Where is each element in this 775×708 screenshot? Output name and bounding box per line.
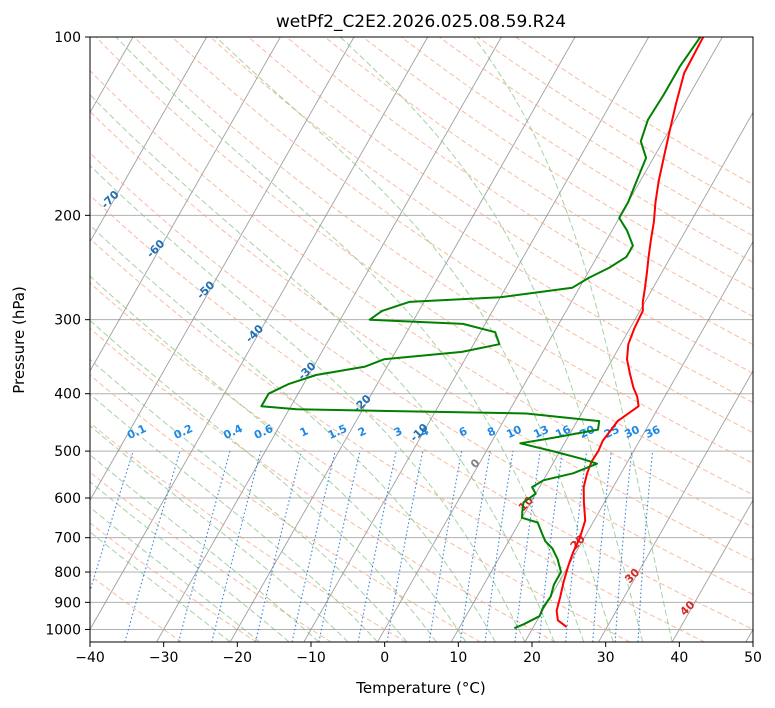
- moist-adiabat-line: [90, 531, 231, 642]
- y-tick-label: 800: [54, 565, 81, 581]
- x-tick-label: 20: [523, 650, 541, 666]
- chart-title: wetPf2_C2E2.2026.025.08.59.R24: [276, 12, 566, 32]
- mixing-ratio-line: [484, 451, 514, 642]
- y-tick-label: 300: [54, 313, 81, 329]
- isotherm-line: [0, 37, 59, 642]
- isotherm-line: [90, 37, 429, 631]
- isotherm-line: [377, 37, 723, 642]
- x-tick-label: −10: [296, 650, 326, 666]
- isotherm-line: [598, 370, 753, 642]
- mixing-ratio-label: 10: [504, 423, 524, 441]
- mixing-ratio-label: 30: [622, 423, 642, 441]
- dry-adiabat-line: [171, 37, 753, 434]
- isotherm-label: -80: [50, 144, 73, 167]
- x-tick-label: −30: [149, 650, 179, 666]
- dry-adiabat-line: [90, 152, 753, 595]
- isotherm-line: [90, 37, 281, 372]
- moist-adiabat-line: [339, 37, 644, 642]
- x-tick-label: 40: [670, 650, 688, 666]
- y-axis-label: Pressure (hPa): [10, 286, 28, 394]
- moist-adiabat-line: [90, 506, 260, 642]
- mixing-ratio-line: [255, 450, 303, 642]
- mixing-ratio-line: [614, 451, 633, 642]
- moist-adiabat-line: [90, 358, 408, 642]
- mixing-ratio-line: [178, 450, 231, 642]
- mixing-ratio-line: [211, 450, 262, 642]
- x-tick-label: 50: [744, 650, 762, 666]
- dry-adiabat-line: [90, 194, 753, 630]
- dry-adiabat-line: [90, 110, 753, 561]
- dry-adiabat-line: [90, 282, 631, 642]
- mixing-ratio-label: 36: [643, 423, 663, 441]
- y-tick-label: 100: [54, 30, 81, 46]
- dry-adiabat-line: [362, 37, 753, 290]
- dewpoint-profile-line: [260, 37, 702, 630]
- isotherm-line: [524, 240, 753, 642]
- dry-adiabat-line: [90, 422, 407, 642]
- dry-adiabat-line: [286, 37, 753, 346]
- moist-adiabat-line: [90, 164, 526, 642]
- mixing-ratio-line: [124, 450, 181, 642]
- dry-adiabat-line: [90, 238, 705, 642]
- dry-adiabat-line: [90, 574, 182, 642]
- plot-background: [90, 37, 753, 642]
- x-tick-label: 0: [380, 650, 389, 666]
- dry-adiabat-line: [95, 37, 753, 496]
- moist-adiabat-line: [215, 37, 614, 642]
- moist-adiabat-line: [115, 37, 585, 642]
- y-tick-label: 900: [54, 595, 81, 611]
- series-layer: [260, 37, 705, 630]
- x-axis-label: Temperature (°C): [355, 679, 485, 697]
- isotherm-label: -90: [1, 100, 24, 123]
- isotherm-line: [90, 37, 208, 243]
- dry-adiabat-line: [324, 37, 753, 318]
- mixing-ratio-line: [318, 450, 361, 642]
- dry-adiabat-line: [248, 37, 753, 374]
- isotherm-line: [229, 37, 576, 642]
- x-tick-label: 30: [597, 650, 615, 666]
- mixing-ratio-line: [291, 450, 336, 642]
- dry-adiabat-line: [133, 37, 753, 464]
- y-axis: 100 200 300 400 500 600 700 800 900 1000: [45, 30, 90, 638]
- dry-adiabat-line: [90, 327, 556, 642]
- y-tick-label: 500: [54, 444, 81, 460]
- x-tick-label: 10: [449, 650, 467, 666]
- moist-adiabat-line: [90, 93, 555, 642]
- y-tick-label: 700: [54, 531, 81, 547]
- isotherm-line: [90, 37, 355, 502]
- isotherm-line: [671, 499, 753, 642]
- y-tick-label: 600: [54, 491, 81, 507]
- dry-adiabat-line: [90, 70, 753, 528]
- mixing-ratio-line: [565, 451, 588, 642]
- x-tick-label: −20: [223, 650, 253, 666]
- dry-adiabat-line: [90, 374, 481, 642]
- moist-adiabat-line: [473, 37, 673, 642]
- x-axis: −40 −30 −20 −10 0 10 20 30 40 50: [75, 642, 762, 666]
- temperature-profile-line: [555, 37, 705, 628]
- moist-adiabat-line: [90, 454, 319, 642]
- mixing-ratio-label: 13: [532, 423, 551, 441]
- mixing-ratio-line: [538, 451, 563, 642]
- mixing-ratio-line: [459, 451, 491, 642]
- y-tick-label: 200: [54, 208, 81, 224]
- plot-frame: [89, 36, 754, 643]
- moist-adiabat-line: [90, 481, 290, 642]
- isotherm-line: [156, 37, 502, 642]
- moist-adiabat-line: [90, 393, 378, 642]
- x-tick-label: −40: [75, 650, 105, 666]
- dry-adiabat-line: [90, 522, 257, 642]
- y-tick-label: 400: [54, 387, 81, 403]
- mixing-ratio-line: [592, 451, 612, 642]
- moist-adiabat-line: [90, 224, 496, 642]
- y-tick-label: 1000: [45, 622, 81, 638]
- moist-adiabat-line: [90, 275, 467, 642]
